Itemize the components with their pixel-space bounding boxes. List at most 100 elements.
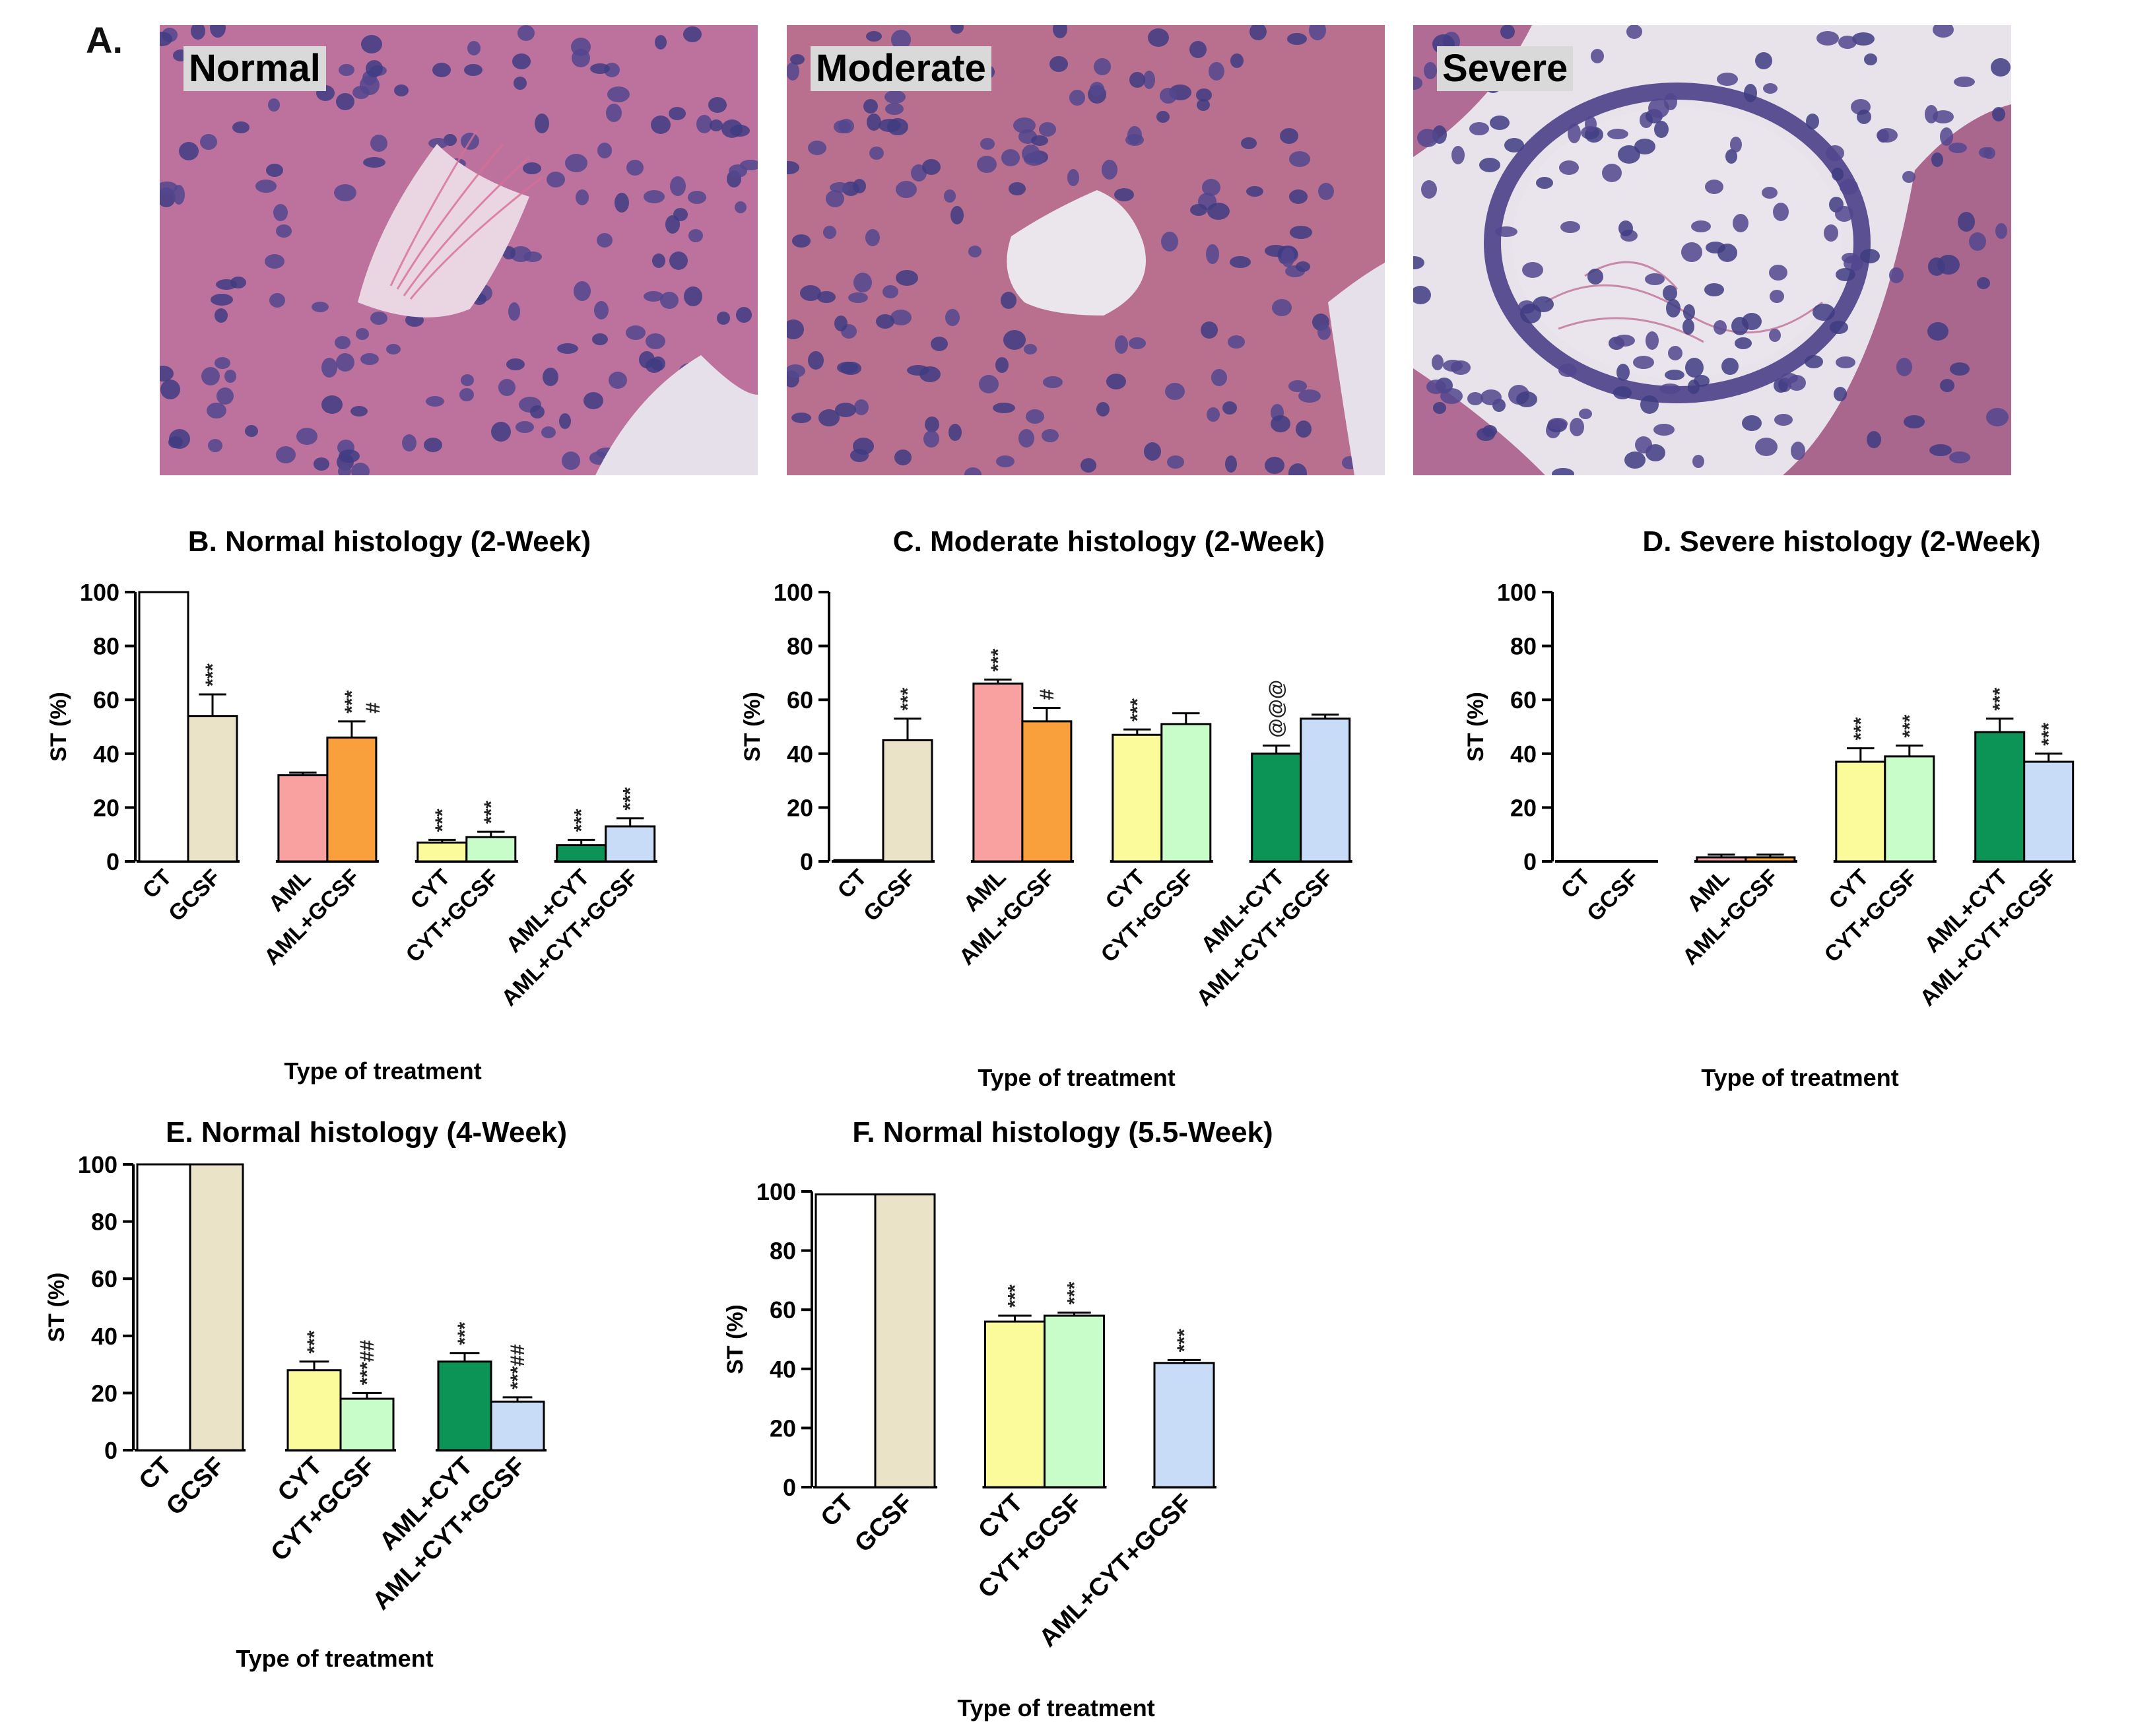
y-tick-label: 20 [93,794,119,821]
y-tick-label: 60 [93,686,119,714]
bar-AML+CYT [437,1360,492,1452]
x-axis-label: Type of treatment [957,1694,1154,1721]
significance-label: *** [1127,698,1148,721]
x-tick-label: GCSF [859,865,921,927]
significance-label: *** [304,1330,325,1353]
significance-label: *** [1005,1285,1026,1308]
y-tick-label: 20 [1510,794,1537,821]
y-tick-label: 80 [93,633,119,660]
significance-label: *** [1989,687,2011,710]
y-tick-label: 0 [800,848,813,875]
significance-label: *** [1064,1281,1086,1304]
y-tick-label: 60 [787,686,813,714]
y-tick-label: 40 [91,1323,117,1350]
bar-GCSF [882,739,933,863]
x-axis-label: Type of treatment [284,1057,481,1085]
significance-label: *** [202,663,224,686]
bar-GCSF [874,1193,936,1488]
bar-CYT+GCSF [465,836,517,863]
chart-title: C. Moderate histology (2-Week) [893,525,1325,558]
significance-label: @@@ [1266,680,1288,738]
bar-GCSF [189,1163,244,1452]
significance-label: *** [897,687,919,710]
x-axis-label: Type of treatment [978,1064,1175,1091]
significance-label: *** [1174,1329,1195,1352]
y-tick-label: 20 [787,794,813,821]
micrograph-label: Normal [183,46,326,91]
y-tick-label: 60 [91,1265,117,1292]
y-tick-label: 60 [1510,686,1537,714]
x-tick-label: GCSF [164,865,226,927]
y-tick-label: 80 [1510,633,1537,660]
histology-severe-tubule-icon [1413,25,2011,475]
bar-AML+CYT+GCSF [605,825,656,863]
significance-label: *** [571,809,593,832]
micrograph-label: Severe [1437,46,1574,91]
y-tick-label: 40 [1510,741,1537,768]
micrograph-label: Moderate [811,46,991,91]
bar-CT [1556,860,1608,863]
bar-AML+CYT [556,844,607,863]
x-tick-label: CT [138,865,177,904]
bar-CT [815,1193,877,1488]
bar-AML [972,683,1024,863]
x-tick-label: CT [134,1452,178,1496]
y-tick-label: 0 [104,1437,117,1464]
bar-AML+CYT+GCSF [2023,760,2075,863]
x-tick-label: GCSF [161,1452,230,1521]
y-tick-label: 100 [1497,579,1537,606]
bar-AML [1696,856,1747,863]
y-tick-label: 20 [91,1380,117,1407]
x-tick-label: CT [1556,865,1595,904]
x-tick-label: CT [833,865,872,904]
bar-GCSF [1605,860,1657,863]
significance-label: ***## [356,1340,378,1385]
x-axis-label: Type of treatment [1701,1064,1898,1091]
y-tick-label: 100 [756,1178,796,1205]
chart-title: F. Normal histology (5.5-Week) [852,1116,1273,1149]
y-axis-label: ST (%) [723,1304,748,1374]
bar-CYT+GCSF [1160,723,1212,863]
y-tick-label: 80 [770,1238,796,1265]
bar-AML+GCSF [326,736,378,863]
significance-label: *** [481,801,502,824]
bar-CT [138,591,189,863]
bar-CYT+GCSF [1884,755,1935,863]
bar-CT [833,859,884,863]
bar-CYT+GCSF [339,1397,395,1452]
chart-title: E. Normal histology (4-Week) [166,1116,567,1149]
bar-CYT [416,841,468,863]
significance-label: *** [1850,717,1872,740]
significance-label: *** [987,648,1009,671]
bar-AML+GCSF [1021,720,1073,863]
bar-GCSF [187,715,238,863]
micrograph-severe: Severe [1413,25,2011,475]
x-tick-label: CT [816,1489,859,1533]
y-tick-label: 60 [770,1296,796,1323]
histology-moderate-tubule-icon [787,25,1385,475]
bar-CT [136,1163,191,1452]
bar-AML+CYT+GCSF [490,1400,545,1452]
panel-letter-a: A. [86,19,123,61]
y-tick-label: 0 [1523,848,1537,875]
significance-label: *** [620,787,642,810]
bar-CYT [984,1320,1046,1488]
bar-AML [277,774,329,863]
bar-CYT [286,1369,342,1452]
significance-label: *** [341,690,363,713]
significance-label: ***## [507,1344,529,1389]
significance-label: # [362,702,384,714]
y-tick-label: 100 [80,579,119,606]
significance-label: *** [2038,722,2060,745]
significance-label: *** [1899,714,1921,737]
micrograph-normal: Normal [160,25,758,475]
y-axis-label: ST (%) [44,1273,69,1343]
y-axis-label: ST (%) [740,692,765,762]
bar-AML+GCSF [1745,856,1796,863]
y-axis-label: ST (%) [1463,692,1488,762]
y-tick-label: 100 [78,1151,117,1178]
bar-CYT+GCSF [1044,1314,1105,1488]
x-tick-label: GCSF [849,1489,918,1558]
x-tick-label: CYT [973,1489,1028,1544]
